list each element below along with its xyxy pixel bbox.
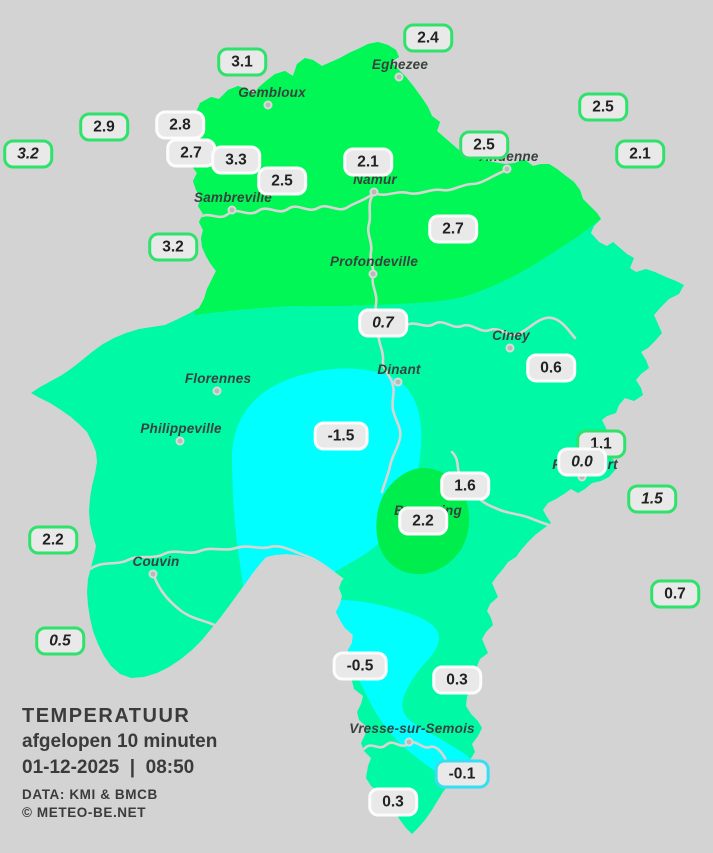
station-value-box: 2.9 (79, 112, 129, 142)
map-title: TEMPERATUUR (22, 705, 191, 727)
city-dot-vresse-sur-semois (404, 737, 414, 747)
map-subtitle: afgelopen 10 minuten (22, 731, 218, 752)
city-label-dinant: Dinant (377, 362, 421, 377)
station-value-box: 3.2 (148, 232, 198, 262)
city-dot-dinant (393, 377, 403, 387)
river-meuse-south (367, 191, 402, 494)
station-value-box: 3.2 (3, 139, 53, 169)
station-value-box: -1.5 (313, 421, 369, 451)
city-dot-ciney (505, 343, 515, 353)
station-value-box: 2.4 (403, 23, 453, 53)
station-value-box: 1.6 (440, 471, 490, 501)
station-value-box: 1.5 (627, 484, 677, 514)
station-value-box: 2.5 (459, 130, 509, 160)
station-value-box: 2.1 (343, 147, 393, 177)
station-value-box: 0.7 (650, 579, 700, 609)
city-dot-florennes (212, 386, 222, 396)
station-value-box: 0.5 (35, 626, 85, 656)
city-label-gembloux: Gembloux (238, 85, 306, 100)
station-value-box: 0.0 (557, 447, 607, 477)
city-label-philippeville: Philippeville (140, 421, 222, 436)
station-value-box: -0.1 (434, 759, 490, 789)
station-value-box: 2.2 (398, 506, 448, 536)
copyright: © METEO-BE.NET (22, 805, 147, 820)
station-value-box: 2.5 (257, 166, 307, 196)
city-label-ciney: Ciney (492, 328, 530, 343)
station-value-box: 0.7 (358, 308, 408, 338)
station-value-box: 2.1 (615, 139, 665, 169)
station-value-box: -0.5 (332, 651, 388, 681)
data-source: DATA: KMI & BMCB (22, 787, 158, 802)
station-value-box: 0.3 (432, 665, 482, 695)
city-dot-andenne (502, 164, 512, 174)
station-value-box: 2.8 (155, 110, 205, 140)
city-label-couvin: Couvin (132, 554, 180, 569)
city-dot-gembloux (263, 100, 273, 110)
city-dot-namur (369, 187, 379, 197)
river-eau-noire (88, 545, 344, 581)
city-dot-philippeville (175, 436, 185, 446)
station-value-box: 2.2 (28, 525, 78, 555)
river-lesse (402, 316, 577, 340)
station-value-box: 2.7 (428, 214, 478, 244)
city-dot-couvin (148, 569, 158, 579)
city-dot-profondeville (368, 269, 378, 279)
map-legend: TEMPERATUUR afgelopen 10 minuten 01-12-2… (22, 703, 217, 822)
temp-zone-cold-south (320, 599, 474, 785)
city-label-profondeville: Profondeville (329, 254, 419, 269)
station-value-box: 3.3 (211, 145, 261, 175)
city-label-florennes: Florennes (184, 371, 252, 386)
station-value-box: 3.1 (217, 47, 267, 77)
city-label-vresse-sur-semois: Vresse-sur-Semois (349, 721, 475, 736)
city-label-sambreville: Sambreville (194, 190, 272, 205)
station-value-box: 0.6 (526, 353, 576, 383)
station-value-box: 0.3 (368, 787, 418, 817)
river-sambre (196, 191, 376, 220)
station-value-box: 2.5 (578, 92, 628, 122)
city-dot-eghezee (394, 72, 404, 82)
temp-zone-cold-speck (238, 612, 270, 634)
station-value-box: 2.7 (166, 138, 216, 168)
city-dot-sambreville (227, 205, 237, 215)
map-datetime: 01-12-2025 | 08:50 (22, 757, 195, 778)
city-label-eghezee: Eghezee (371, 57, 429, 72)
